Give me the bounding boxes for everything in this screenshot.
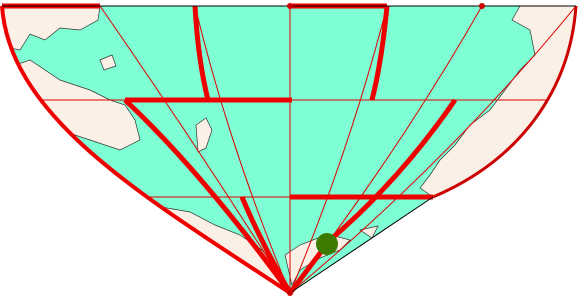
marker-point [287, 3, 293, 9]
marker-point [479, 3, 485, 9]
page: (() => { const data = JSON.parse(documen… [0, 0, 578, 303]
pole-point [287, 290, 293, 296]
location-marker [316, 233, 338, 255]
map [0, 0, 578, 303]
